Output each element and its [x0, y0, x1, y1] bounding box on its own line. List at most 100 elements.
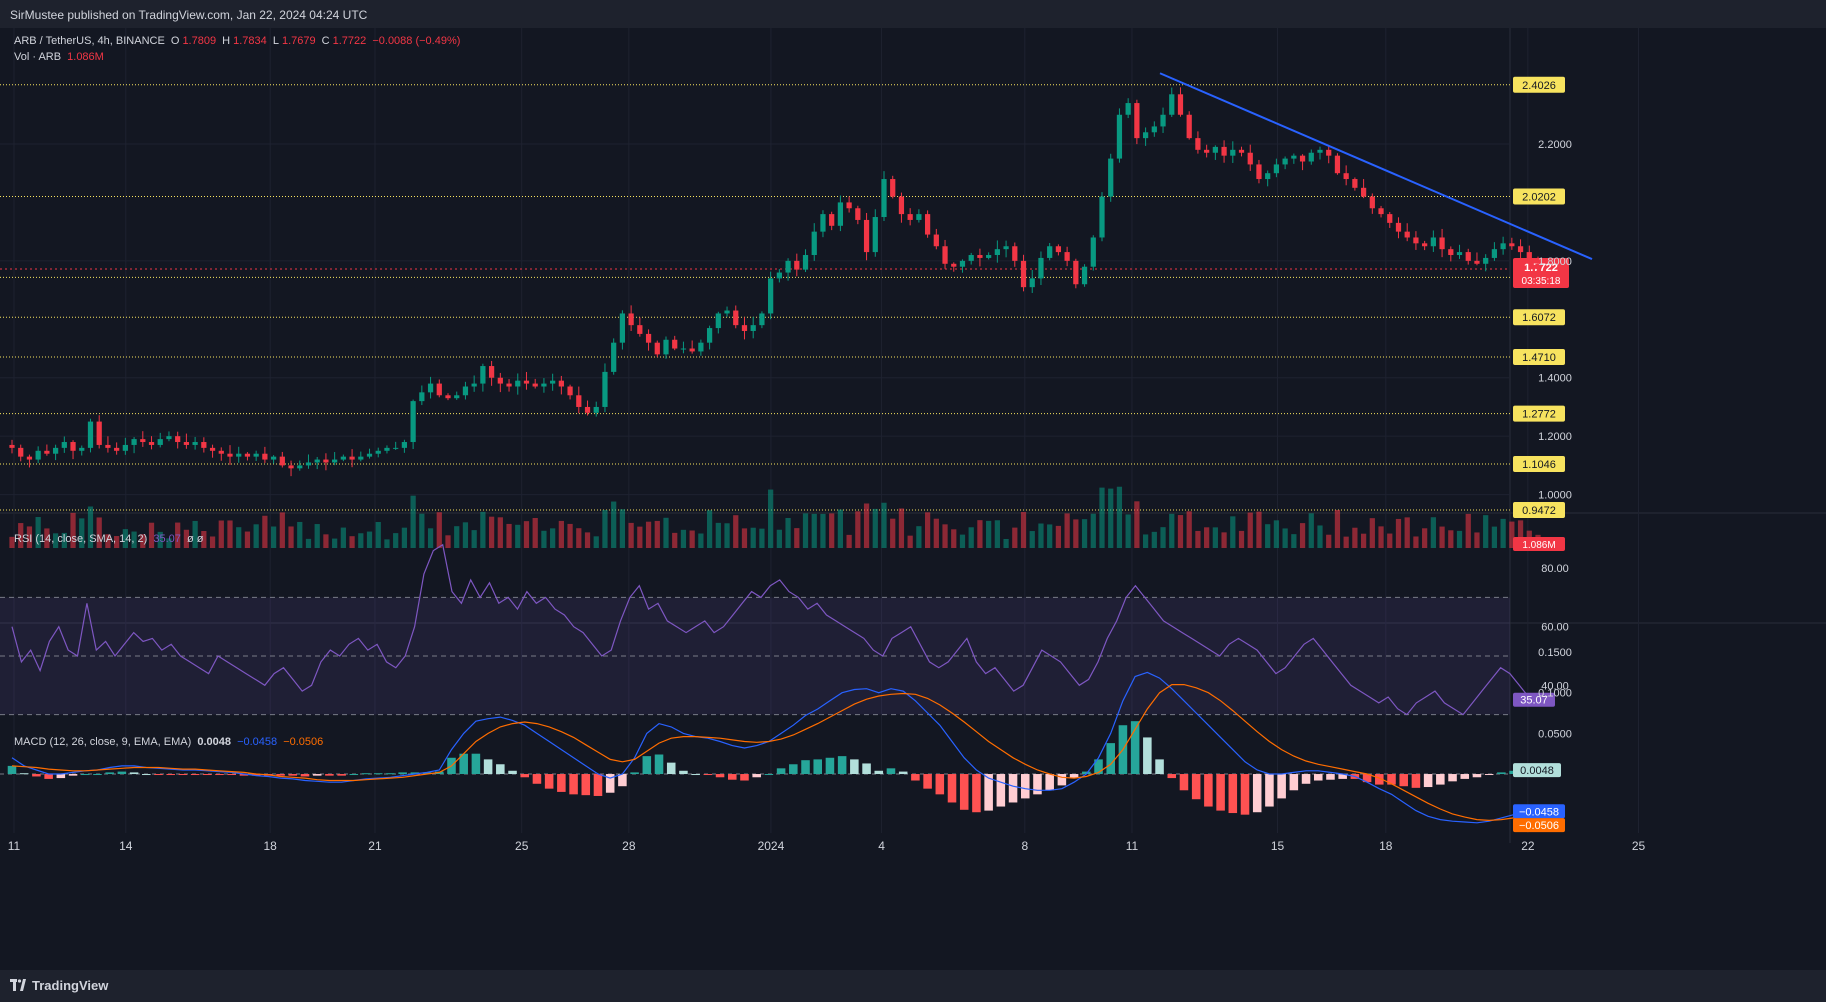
candle-body[interactable]	[759, 313, 765, 326]
candle-body[interactable]	[1378, 208, 1384, 215]
candle-body[interactable]	[837, 202, 844, 226]
candle-body[interactable]	[1317, 149, 1323, 153]
candle-body[interactable]	[227, 453, 233, 457]
candle-body[interactable]	[576, 395, 582, 407]
candle-body[interactable]	[61, 442, 67, 448]
candle-body[interactable]	[907, 214, 913, 220]
candle-body[interactable]	[1020, 260, 1027, 288]
candle-body[interactable]	[480, 366, 486, 384]
candle-body[interactable]	[567, 386, 573, 396]
candle-body[interactable]	[1291, 155, 1297, 159]
candle-body[interactable]	[314, 459, 320, 463]
candle-body[interactable]	[419, 392, 425, 402]
candle-body[interactable]	[236, 453, 242, 457]
volume-label[interactable]: Vol · ARB	[14, 51, 62, 63]
candle-body[interactable]	[349, 456, 355, 460]
candle-body[interactable]	[1422, 243, 1428, 247]
candle-body[interactable]	[1430, 237, 1436, 247]
candle-body[interactable]	[1012, 246, 1018, 261]
macd-pane[interactable]: 0.0048 −0.0458 −0.0506	[0, 671, 1565, 833]
chart-area[interactable]: 2.40262.02021.74341.60721.47101.27721.10…	[0, 28, 1826, 970]
candle-body[interactable]	[488, 366, 495, 378]
candle-body[interactable]	[1073, 260, 1079, 285]
candle-body[interactable]	[340, 456, 346, 460]
candle-body[interactable]	[70, 442, 76, 451]
candle-body[interactable]	[1055, 246, 1062, 253]
candle-body[interactable]	[1247, 152, 1253, 165]
trendline[interactable]	[1159, 72, 1593, 261]
candle-body[interactable]	[994, 249, 1000, 256]
candle-body[interactable]	[1221, 146, 1227, 156]
candle-body[interactable]	[87, 421, 94, 448]
candle-body[interactable]	[323, 459, 329, 463]
candle-body[interactable]	[1169, 94, 1175, 115]
candle-body[interactable]	[1029, 278, 1035, 288]
candle-body[interactable]	[183, 442, 190, 445]
candle-body[interactable]	[1238, 149, 1245, 153]
candle-body[interactable]	[44, 450, 50, 454]
candle-body[interactable]	[96, 421, 102, 445]
candle-body[interactable]	[689, 348, 695, 352]
candle-body[interactable]	[1413, 237, 1419, 244]
candle-body[interactable]	[1099, 196, 1105, 238]
candle-body[interactable]	[148, 442, 155, 445]
candle-body[interactable]	[384, 447, 390, 451]
candle-body[interactable]	[1483, 257, 1489, 264]
candle-body[interactable]	[366, 453, 373, 457]
candle-body[interactable]	[52, 447, 59, 454]
candle-body[interactable]	[375, 450, 381, 454]
candle-body[interactable]	[1230, 149, 1236, 156]
candle-body[interactable]	[558, 380, 564, 387]
candle-body[interactable]	[114, 447, 120, 451]
candle-body[interactable]	[733, 310, 739, 326]
candle-body[interactable]	[1204, 149, 1210, 153]
candle-body[interactable]	[1387, 214, 1393, 223]
candle-body[interactable]	[715, 313, 721, 329]
candle-body[interactable]	[550, 380, 556, 384]
candle-body[interactable]	[1308, 152, 1314, 162]
candle-body[interactable]	[218, 450, 224, 454]
candle-body[interactable]	[332, 459, 338, 463]
candle-body[interactable]	[1256, 164, 1262, 180]
candle-body[interactable]	[829, 214, 835, 226]
candle-body[interactable]	[916, 214, 922, 220]
candle-body[interactable]	[637, 325, 643, 334]
candle-body[interactable]	[628, 313, 634, 326]
candle-body[interactable]	[1395, 222, 1402, 232]
candle-body[interactable]	[584, 406, 591, 413]
candle-body[interactable]	[611, 342, 617, 372]
candle-body[interactable]	[959, 260, 966, 267]
candle-body[interactable]	[305, 462, 312, 466]
candle-body[interactable]	[1509, 243, 1515, 247]
candles[interactable]	[9, 87, 1541, 477]
candle-body[interactable]	[1456, 252, 1463, 256]
candle-body[interactable]	[1081, 266, 1088, 285]
candle-body[interactable]	[750, 325, 756, 331]
candle-body[interactable]	[1517, 246, 1524, 253]
candle-body[interactable]	[462, 386, 469, 396]
candle-body[interactable]	[471, 383, 477, 387]
candle-body[interactable]	[175, 436, 181, 443]
candle-body[interactable]	[654, 342, 660, 355]
candle-body[interactable]	[541, 383, 547, 387]
candle-body[interactable]	[1526, 252, 1532, 264]
candle-body[interactable]	[1369, 196, 1375, 209]
candle-body[interactable]	[881, 179, 887, 218]
candle-body[interactable]	[924, 214, 931, 235]
candle-body[interactable]	[663, 339, 669, 355]
candle-body[interactable]	[436, 383, 442, 396]
macd-line[interactable]	[11, 671, 1539, 824]
candle-body[interactable]	[1212, 146, 1218, 153]
candle-body[interactable]	[1404, 231, 1410, 238]
candle-body[interactable]	[1038, 257, 1044, 279]
trendline[interactable]	[1159, 72, 1593, 261]
candle-body[interactable]	[1352, 179, 1358, 188]
chart-svg[interactable]: 2.40262.02021.74341.60721.47101.27721.10…	[0, 28, 1826, 970]
tradingview-logo[interactable]: TradingView	[10, 978, 108, 993]
candle-body[interactable]	[515, 380, 521, 387]
candle-body[interactable]	[890, 179, 896, 197]
candle-body[interactable]	[1360, 187, 1367, 197]
candle-body[interactable]	[1465, 252, 1471, 261]
candle-body[interactable]	[26, 456, 33, 460]
candle-body[interactable]	[209, 447, 216, 451]
